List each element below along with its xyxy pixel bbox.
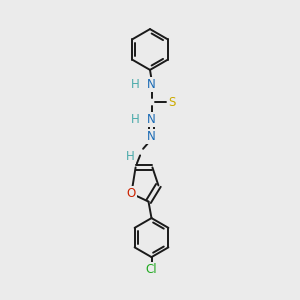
- Text: O: O: [127, 187, 136, 200]
- Text: S: S: [168, 95, 175, 109]
- Text: H: H: [131, 113, 140, 126]
- Text: H: H: [131, 78, 140, 91]
- Text: Cl: Cl: [146, 263, 157, 276]
- Text: H: H: [126, 150, 135, 163]
- Text: N: N: [147, 78, 156, 91]
- Text: N: N: [147, 130, 156, 143]
- Text: N: N: [147, 113, 156, 126]
